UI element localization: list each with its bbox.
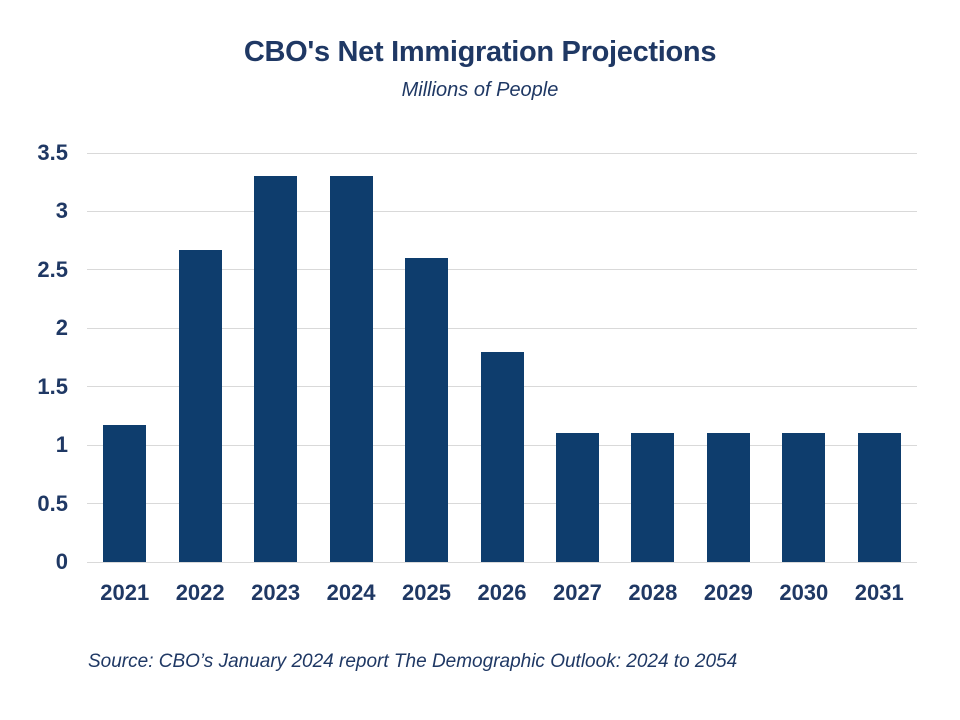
y-axis-tick-label-1: 1	[55, 432, 68, 458]
x-axis-tick-label-2023: 2023	[251, 580, 301, 605]
gridline-y-2.5	[87, 269, 917, 271]
y-axis-tick-label-1.5: 1.5	[37, 373, 68, 399]
y-axis-tick-label-0.5: 0.5	[37, 490, 68, 516]
bar-2024	[329, 176, 373, 562]
gridline-y-3.5	[87, 152, 917, 154]
x-axis-tick-label-2025: 2025	[402, 580, 452, 605]
y-axis-tick-label-3: 3	[55, 198, 68, 224]
gridline-y-3	[87, 210, 917, 212]
bar-2026	[480, 351, 524, 562]
bar-2029	[706, 433, 750, 562]
gridline-y-0	[87, 561, 917, 563]
bar-2028	[631, 433, 675, 562]
x-axis-tick-label-2022: 2022	[175, 580, 225, 605]
y-axis-tick-label-2: 2	[55, 315, 68, 341]
x-axis-tick-label-2024: 2024	[326, 580, 376, 605]
x-axis-tick-label-2028: 2028	[628, 580, 678, 605]
chart-subtitle: Millions of People	[401, 79, 559, 101]
chart-title: CBO's Net Immigration Projections	[243, 36, 717, 68]
x-axis-tick-label-2029: 2029	[703, 580, 753, 605]
bar-2027	[555, 433, 599, 562]
x-axis-tick-label-2030: 2030	[779, 580, 829, 605]
bar-2031	[857, 433, 901, 562]
y-axis-tick-label-3.5: 3.5	[37, 140, 68, 165]
bar-2023	[254, 176, 298, 562]
x-axis-tick-label-2021: 2021	[100, 580, 150, 605]
bar-2030	[782, 433, 826, 562]
bar-2025	[405, 258, 449, 562]
x-axis-tick-label-2027: 2027	[552, 580, 602, 605]
source-note: Source: CBO’s January 2024 report The De…	[88, 651, 738, 672]
gridline-y-2	[87, 327, 917, 329]
bar-chart-plot-area: 0 0.5 1 1.5 2 2.5 3 3.5 2021 2022 2023 2024 2025 2026…	[37, 142, 917, 604]
x-axis-tick-label-2031: 2031	[854, 580, 904, 605]
x-axis-tick-label-2026: 2026	[477, 580, 527, 605]
y-axis-tick-label-0: 0	[55, 549, 68, 574]
y-axis-tick-label-2.5: 2.5	[37, 256, 68, 282]
bar-2022	[178, 250, 222, 562]
bar-2021	[103, 425, 147, 562]
